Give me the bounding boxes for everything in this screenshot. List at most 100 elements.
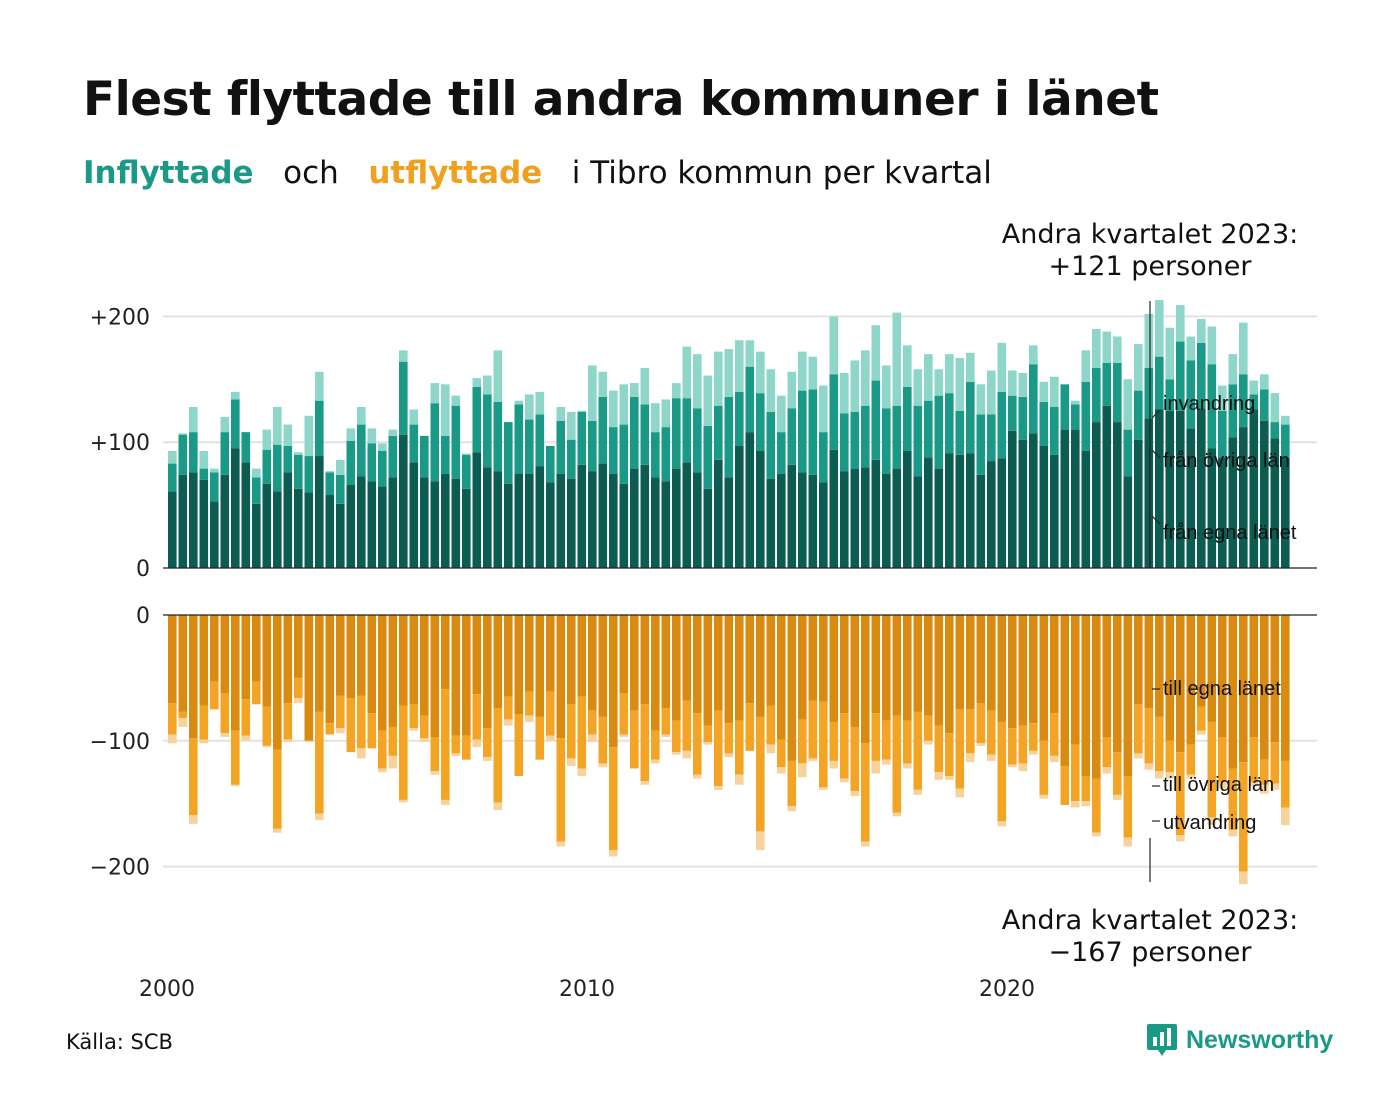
x-tick-2000: 2000 — [139, 977, 195, 1000]
x-tick-2010: 2010 — [559, 977, 615, 1000]
bar-in-immig-59 — [787, 371, 797, 409]
bar-in-own-33 — [514, 473, 524, 568]
bar-in-other-40 — [588, 420, 597, 472]
y-tick-out: −100 — [90, 730, 150, 755]
bar-out-other-40 — [588, 710, 597, 735]
bar-out-emig-45 — [640, 781, 650, 785]
bar-in-own-86 — [1071, 429, 1080, 568]
bar-in-own-19 — [367, 481, 377, 568]
bar-in-other-71 — [913, 405, 923, 477]
bar-in-immig-96 — [1176, 305, 1185, 342]
bar-out-own-42 — [609, 615, 618, 748]
bar-in-own-85 — [1060, 429, 1070, 568]
bar-out-emig-102 — [1239, 871, 1248, 885]
bar-in-own-8 — [252, 503, 261, 568]
bar-out-other-66 — [861, 743, 870, 842]
bar-out-emig-30 — [483, 757, 492, 761]
bar-out-own-103 — [1249, 615, 1259, 738]
bar-out-emig-52 — [714, 786, 723, 790]
bar-out-other-98 — [1197, 706, 1206, 731]
bar-in-immig-41 — [598, 371, 608, 397]
bar-in-other-104 — [1260, 389, 1269, 421]
bar-out-emig-47 — [661, 734, 671, 738]
bar-out-own-34 — [525, 615, 534, 692]
bar-out-emig-69 — [892, 812, 902, 817]
bar-in-other-56 — [756, 393, 765, 452]
bar-in-own-80 — [1008, 430, 1017, 568]
bar-in-immig-79 — [997, 342, 1007, 392]
bar-in-immig-37 — [556, 406, 566, 421]
bar-out-emig-58 — [777, 767, 786, 774]
bar-out-other-52 — [714, 710, 723, 787]
bar-in-immig-97 — [1186, 336, 1196, 361]
bar-in-other-78 — [987, 414, 996, 462]
bar-in-own-9 — [262, 483, 272, 568]
bar-in-immig-71 — [913, 369, 923, 406]
bar-out-other-106 — [1281, 760, 1290, 808]
bar-in-other-37 — [556, 420, 566, 474]
bars — [168, 300, 1290, 885]
bar-out-own-71 — [913, 615, 923, 712]
bar-out-own-99 — [1207, 615, 1217, 722]
bar-in-other-76 — [966, 381, 975, 454]
bar-in-own-12 — [294, 488, 303, 568]
bar-in-immig-14 — [315, 371, 324, 401]
y-tick-in: 0 — [136, 557, 150, 582]
bar-in-own-76 — [966, 453, 975, 568]
bar-in-immig-44 — [630, 383, 639, 397]
bar-out-emig-48 — [672, 752, 681, 755]
bar-out-other-2 — [189, 738, 198, 816]
bar-out-own-74 — [945, 615, 954, 734]
bar-in-own-95 — [1165, 410, 1175, 568]
bar-out-emig-67 — [871, 760, 881, 774]
bar-out-own-31 — [493, 615, 503, 709]
bar-out-emig-63 — [829, 760, 839, 769]
bar-in-other-11 — [283, 445, 293, 473]
bar-in-own-6 — [231, 448, 240, 568]
bar-in-own-39 — [577, 464, 587, 568]
bar-in-other-13 — [304, 456, 314, 493]
brand-logo: Newsworthy — [1146, 1022, 1333, 1058]
bar-out-own-55 — [745, 615, 755, 704]
bar-out-emig-13 — [304, 740, 314, 743]
bar-in-immig-89 — [1102, 331, 1112, 363]
bar-in-other-4 — [210, 472, 219, 502]
bar-out-own-64 — [840, 615, 849, 714]
bar-in-own-50 — [693, 472, 702, 568]
bar-in-immig-35 — [535, 391, 545, 415]
bar-in-other-73 — [934, 395, 944, 469]
bar-in-immig-25 — [430, 383, 440, 404]
bar-out-own-3 — [199, 615, 209, 706]
bar-out-other-61 — [808, 700, 818, 759]
bar-out-emig-16 — [336, 728, 345, 734]
bar-in-immig-50 — [693, 354, 702, 409]
bar-out-other-100 — [1218, 737, 1227, 783]
bar-out-own-18 — [357, 615, 366, 696]
bar-out-own-93 — [1144, 615, 1154, 709]
bar-out-emig-79 — [997, 821, 1007, 827]
annotation-bottom-line2: −167 personer — [1048, 937, 1252, 968]
bar-in-other-89 — [1102, 362, 1112, 406]
bar-in-other-70 — [903, 386, 912, 452]
bar-out-other-27 — [451, 735, 461, 754]
leader-in-other — [1151, 449, 1161, 459]
bar-in-own-20 — [378, 486, 387, 568]
bar-out-other-96 — [1176, 752, 1185, 836]
bar-in-own-93 — [1144, 418, 1154, 568]
bar-out-emig-57 — [766, 744, 776, 754]
bar-out-other-79 — [997, 721, 1007, 822]
bar-out-emig-88 — [1092, 832, 1101, 837]
bar-in-other-66 — [861, 405, 870, 468]
bar-in-own-91 — [1123, 476, 1133, 568]
bar-in-own-3 — [199, 479, 209, 568]
bar-out-emig-96 — [1176, 835, 1185, 842]
bar-in-other-85 — [1060, 384, 1070, 430]
bar-in-immig-21 — [388, 429, 398, 436]
bar-in-other-92 — [1134, 390, 1143, 440]
bar-in-other-84 — [1050, 406, 1059, 455]
bar-in-own-62 — [819, 482, 828, 568]
bar-out-own-87 — [1081, 615, 1091, 777]
bar-in-other-63 — [829, 374, 839, 450]
bar-out-own-63 — [829, 615, 839, 722]
bar-out-own-17 — [346, 615, 356, 699]
